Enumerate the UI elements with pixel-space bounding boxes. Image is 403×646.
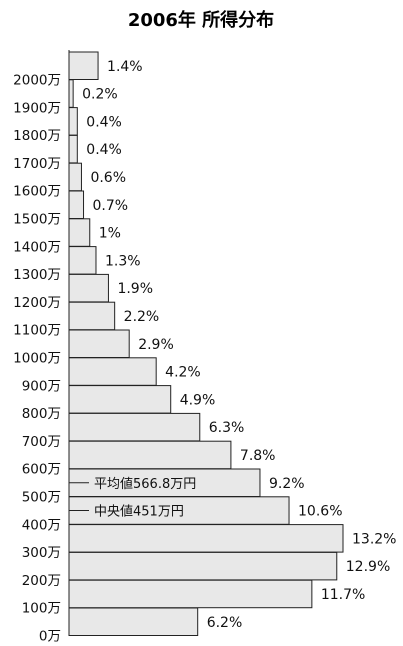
bars-layer: [68, 51, 344, 636]
bar-11: [68, 357, 157, 386]
bar-9: [68, 301, 116, 331]
bar-17: [68, 524, 344, 553]
value-label-16: 10.6%: [298, 504, 342, 520]
bar-2: [68, 107, 78, 136]
category-label-0: 2000万: [13, 73, 61, 89]
value-label-8: 1.9%: [117, 281, 153, 297]
bar-19: [68, 579, 313, 609]
value-label-3: 0.4%: [86, 142, 122, 158]
bar-15: [68, 468, 261, 497]
category-label-14: 600万: [22, 462, 61, 478]
category-label-16: 400万: [22, 517, 61, 533]
bar-8: [68, 273, 109, 303]
category-label-8: 1200万: [13, 295, 61, 311]
value-label-6: 1%: [99, 226, 121, 242]
category-label-2: 1800万: [13, 128, 61, 144]
bar-5: [68, 190, 85, 219]
value-label-20: 6.2%: [207, 615, 243, 631]
value-label-10: 2.9%: [138, 337, 174, 353]
category-label-11: 900万: [22, 378, 61, 394]
value-label-11: 4.2%: [165, 365, 201, 381]
category-label-18: 200万: [22, 573, 61, 589]
value-label-18: 12.9%: [346, 559, 390, 575]
bar-14: [68, 440, 232, 470]
value-label-14: 7.8%: [240, 448, 276, 464]
bar-18: [68, 551, 338, 581]
value-label-19: 11.7%: [321, 587, 365, 603]
annotation-text-0: 平均値566.8万円: [94, 476, 196, 492]
category-label-1: 1900万: [13, 100, 61, 116]
value-label-12: 4.9%: [180, 392, 216, 408]
category-label-13: 700万: [22, 434, 61, 450]
value-label-2: 0.4%: [86, 114, 122, 130]
value-label-15: 9.2%: [269, 476, 305, 492]
category-label-5: 1500万: [13, 212, 61, 228]
bar-13: [68, 412, 201, 442]
category-label-9: 1100万: [13, 323, 61, 339]
value-label-9: 2.2%: [124, 309, 160, 325]
bar-7: [68, 246, 97, 275]
value-label-13: 6.3%: [209, 420, 245, 436]
category-label-3: 1700万: [13, 156, 61, 172]
bar-10: [68, 329, 130, 358]
chart-title: 2006年 所得分布: [128, 9, 274, 31]
value-label-7: 1.3%: [105, 253, 141, 269]
category-label-10: 1000万: [13, 351, 61, 367]
bar-1: [68, 79, 74, 108]
value-label-1: 0.2%: [82, 87, 118, 103]
category-label-6: 1400万: [13, 239, 61, 255]
bar-4: [68, 162, 82, 192]
category-label-4: 1600万: [13, 184, 61, 200]
category-label-17: 300万: [22, 545, 61, 561]
annotation-text-1: 中央値451万円: [94, 504, 184, 520]
category-label-7: 1300万: [13, 267, 61, 283]
bar-20: [68, 607, 199, 636]
bar-12: [68, 385, 172, 414]
category-label-12: 800万: [22, 406, 61, 422]
category-label-15: 500万: [22, 490, 61, 506]
labels-layer: 1.4% 2000万 0.2% 1900万 0.4% 1800万 0.4% 1700万 0.6%…: [13, 59, 396, 645]
bar-16: [68, 496, 290, 525]
value-label-5: 0.7%: [93, 198, 129, 214]
value-label-0: 1.4%: [107, 59, 143, 75]
category-label-20: 0万: [39, 629, 61, 645]
value-label-17: 13.2%: [352, 531, 396, 547]
bar-0: [68, 51, 99, 80]
bar-3: [68, 134, 78, 164]
category-label-19: 100万: [22, 601, 61, 617]
bar-6: [68, 218, 91, 247]
value-label-4: 0.6%: [90, 170, 126, 186]
